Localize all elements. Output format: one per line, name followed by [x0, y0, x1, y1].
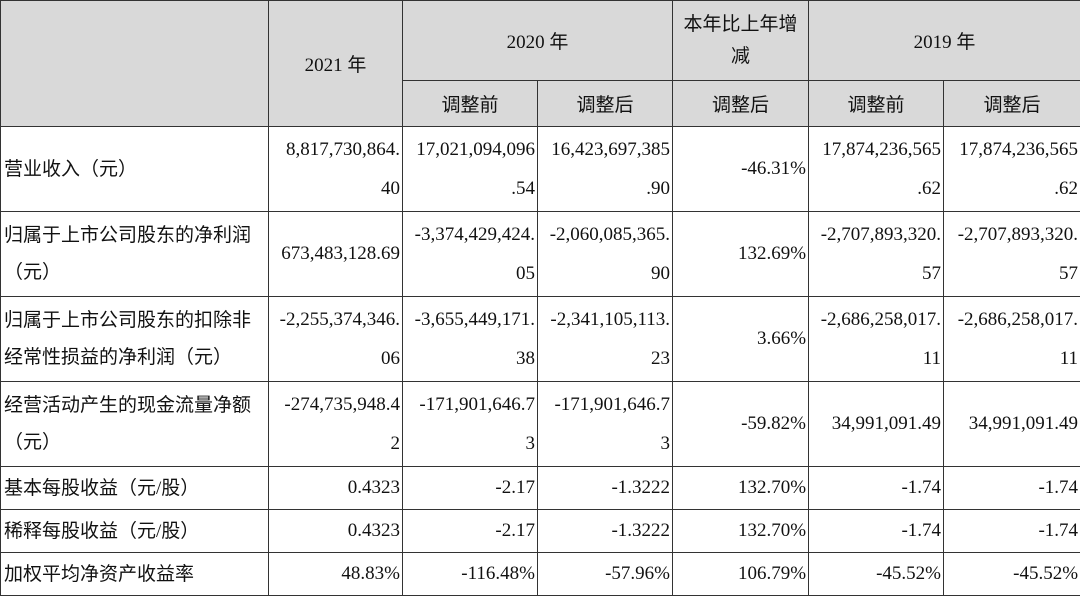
- value: -3,374,429,424. 05: [405, 215, 535, 293]
- value: 17,874,236,565 .62: [811, 130, 941, 208]
- table-row: 经营活动产生的现金流量净额（元） -274,735,948.4 2 -171,9…: [1, 382, 1080, 467]
- cell-2021: -2,255,374,346. 06: [269, 297, 403, 382]
- cell-2021: 673,483,128.69: [269, 212, 403, 297]
- cell-2019-after: 34,991,091.49: [944, 382, 1080, 467]
- value: 16,423,697,385 .90: [540, 130, 670, 208]
- row-label: 基本每股收益（元/股）: [1, 467, 269, 510]
- cell-2020-before: -2.17: [403, 467, 538, 510]
- row-label: 稀释每股收益（元/股）: [1, 510, 269, 553]
- header-row-years: 2021 年 2020 年 本年比上年增减 2019 年: [1, 1, 1080, 81]
- value: -3,655,449,171. 38: [405, 300, 535, 378]
- cell-2019-before: -1.74: [809, 510, 944, 553]
- table-row: 归属于上市公司股东的净利润（元） 673,483,128.69 -3,374,4…: [1, 212, 1080, 297]
- value: -171,901,646.7 3: [405, 385, 535, 463]
- cell-change: 132.69%: [673, 212, 809, 297]
- table-row: 稀释每股收益（元/股） 0.4323 -2.17 -1.3222 132.70%…: [1, 510, 1080, 553]
- cell-2019-before: 17,874,236,565 .62: [809, 127, 944, 212]
- cell-2020-after: -171,901,646.7 3: [538, 382, 673, 467]
- row-label: 归属于上市公司股东的净利润（元）: [1, 212, 269, 297]
- header-2020: 2020 年: [403, 1, 673, 81]
- cell-2020-before: -116.48%: [403, 553, 538, 596]
- row-label: 归属于上市公司股东的扣除非经常性损益的净利润（元）: [1, 297, 269, 382]
- table-row: 基本每股收益（元/股） 0.4323 -2.17 -1.3222 132.70%…: [1, 467, 1080, 510]
- cell-2019-before: -1.74: [809, 467, 944, 510]
- cell-2019-after: -2,707,893,320. 57: [944, 212, 1080, 297]
- cell-2019-after: -1.74: [944, 467, 1080, 510]
- value: 17,021,094,096 .54: [405, 130, 535, 208]
- header-2019: 2019 年: [809, 1, 1080, 81]
- cell-2021: 0.4323: [269, 467, 403, 510]
- cell-2020-before: 17,021,094,096 .54: [403, 127, 538, 212]
- row-label: 经营活动产生的现金流量净额（元）: [1, 382, 269, 467]
- value: -274,735,948.4 2: [271, 385, 400, 463]
- value: -2,341,105,113. 23: [540, 300, 670, 378]
- header-blank-cell: [1, 1, 269, 127]
- cell-2021: -274,735,948.4 2: [269, 382, 403, 467]
- cell-change: 132.70%: [673, 467, 809, 510]
- value: 8,817,730,864. 40: [271, 130, 400, 208]
- row-label: 加权平均净资产收益率: [1, 553, 269, 596]
- cell-2020-before: -171,901,646.7 3: [403, 382, 538, 467]
- cell-2020-after: -2,341,105,113. 23: [538, 297, 673, 382]
- cell-2020-after: -1.3222: [538, 467, 673, 510]
- cell-2020-before: -3,655,449,171. 38: [403, 297, 538, 382]
- header-change-after: 调整后: [673, 81, 809, 127]
- cell-change: 106.79%: [673, 553, 809, 596]
- cell-2020-after: -57.96%: [538, 553, 673, 596]
- cell-2019-after: 17,874,236,565 .62: [944, 127, 1080, 212]
- cell-2019-before: -45.52%: [809, 553, 944, 596]
- value: -2,060,085,365. 90: [540, 215, 670, 293]
- value: -2,686,258,017. 11: [811, 300, 941, 378]
- table-row: 加权平均净资产收益率 48.83% -116.48% -57.96% 106.7…: [1, 553, 1080, 596]
- cell-2020-before: -2.17: [403, 510, 538, 553]
- cell-2020-before: -3,374,429,424. 05: [403, 212, 538, 297]
- header-2020-after: 调整后: [538, 81, 673, 127]
- header-2019-after: 调整后: [944, 81, 1080, 127]
- row-label: 营业收入（元）: [1, 127, 269, 212]
- cell-2020-after: 16,423,697,385 .90: [538, 127, 673, 212]
- cell-2021: 0.4323: [269, 510, 403, 553]
- cell-2019-before: 34,991,091.49: [809, 382, 944, 467]
- header-2019-before: 调整前: [809, 81, 944, 127]
- table-row: 营业收入（元） 8,817,730,864. 40 17,021,094,096…: [1, 127, 1080, 212]
- cell-change: 3.66%: [673, 297, 809, 382]
- value: -2,707,893,320. 57: [946, 215, 1078, 293]
- cell-2019-after: -2,686,258,017. 11: [944, 297, 1080, 382]
- value: 17,874,236,565 .62: [946, 130, 1078, 208]
- header-change-text: 本年比上年增减: [684, 14, 798, 67]
- cell-change: -59.82%: [673, 382, 809, 467]
- value: -171,901,646.7 3: [540, 385, 670, 463]
- cell-2019-before: -2,686,258,017. 11: [809, 297, 944, 382]
- cell-2020-after: -2,060,085,365. 90: [538, 212, 673, 297]
- cell-2019-after: -1.74: [944, 510, 1080, 553]
- value: -2,686,258,017. 11: [946, 300, 1078, 378]
- cell-2020-after: -1.3222: [538, 510, 673, 553]
- header-2021: 2021 年: [269, 1, 403, 127]
- cell-2021: 48.83%: [269, 553, 403, 596]
- cell-2021: 8,817,730,864. 40: [269, 127, 403, 212]
- cell-change: 132.70%: [673, 510, 809, 553]
- cell-change: -46.31%: [673, 127, 809, 212]
- cell-2019-before: -2,707,893,320. 57: [809, 212, 944, 297]
- table-row: 归属于上市公司股东的扣除非经常性损益的净利润（元） -2,255,374,346…: [1, 297, 1080, 382]
- header-change: 本年比上年增减: [673, 1, 809, 81]
- value: -2,255,374,346. 06: [271, 300, 400, 378]
- value: -2,707,893,320. 57: [811, 215, 941, 293]
- header-2020-before: 调整前: [403, 81, 538, 127]
- cell-2019-after: -45.52%: [944, 553, 1080, 596]
